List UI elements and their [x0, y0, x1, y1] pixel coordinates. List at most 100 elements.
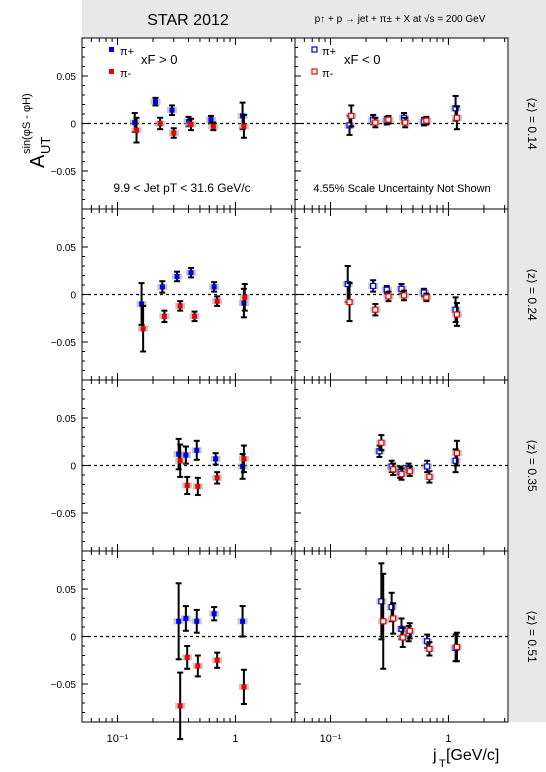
data-point [210, 123, 216, 129]
data-point [214, 475, 220, 481]
legend-condition-right: xF < 0 [344, 52, 381, 67]
row-label-strip [509, 38, 546, 722]
data-point [194, 618, 200, 624]
data-point [378, 439, 385, 446]
data-point [195, 663, 201, 669]
data-point [453, 114, 461, 121]
data-point [426, 473, 433, 480]
data-point [348, 112, 355, 120]
scale-uncertainty-note: 4.55% Scale Uncertainty Not Shown [313, 183, 490, 195]
data-point [195, 483, 201, 489]
row-label: ⟨z⟩ = 0.14 [525, 97, 539, 150]
header-band [82, 0, 546, 38]
data-point [213, 456, 219, 462]
data-point [184, 482, 190, 488]
y-tick-label: −0.05 [51, 509, 77, 520]
data-point [424, 463, 431, 470]
data-point [423, 294, 430, 301]
data-point [157, 121, 163, 126]
y-axis-title-sup: sin(φS - φH) [21, 93, 33, 154]
data-point [241, 684, 247, 690]
data-point [406, 627, 413, 634]
data-point [183, 452, 189, 458]
data-point [177, 703, 183, 709]
data-point [211, 284, 217, 290]
y-axis-title-main: A [27, 154, 49, 168]
data-point [426, 645, 433, 652]
data-point [240, 463, 246, 469]
data-point [176, 618, 182, 624]
data-point [188, 270, 194, 276]
row-label: ⟨z⟩ = 0.51 [525, 610, 539, 663]
x-tick-label: 10⁻¹ [320, 733, 342, 745]
row-label: ⟨z⟩ = 0.24 [525, 268, 539, 321]
x-tick-label: 1 [232, 733, 238, 745]
data-point [194, 447, 200, 453]
panels-group: −0.05 0 0.05 ⟨z⟩ = 0.14 −0.05 0 0.05 ⟨z⟩ = 0.24… [51, 37, 539, 745]
data-point [452, 457, 459, 464]
experiment-title: STAR 2012 [147, 12, 229, 29]
data-point [380, 618, 387, 625]
data-point [159, 284, 165, 290]
jet-pt-annotation: 9.9 < Jet pT < 31.6 GeV/c [113, 181, 250, 195]
legend-marker-pi-minus [109, 69, 114, 74]
data-point [241, 123, 247, 129]
data-point [177, 458, 183, 464]
data-point [372, 306, 379, 313]
y-tick-label: −0.05 [51, 338, 77, 349]
data-point [161, 313, 167, 319]
data-point [139, 301, 145, 307]
legend-label-pi-plus: π+ [120, 46, 134, 58]
data-point [214, 657, 220, 663]
data-point [399, 634, 406, 641]
data-point [132, 120, 138, 126]
data-point [453, 643, 461, 651]
y-tick-label: 0 [70, 291, 76, 302]
data-point [214, 298, 220, 304]
data-point [346, 299, 353, 306]
data-point [453, 450, 461, 457]
y-tick-label: 0.05 [57, 414, 77, 425]
legend-condition: xF > 0 [141, 52, 178, 67]
data-point [171, 130, 177, 136]
y-tick-label: 0.05 [57, 585, 77, 596]
data-point [390, 615, 397, 622]
legend-marker-pi-plus-open [311, 46, 318, 53]
x-axis-title-rest: [GeV/c] [446, 747, 499, 764]
data-point [398, 470, 405, 478]
data-point [385, 293, 392, 300]
y-tick-label: 0 [70, 120, 76, 131]
data-point [240, 618, 246, 624]
data-point [402, 119, 409, 126]
process-title: p↑ + p → jet + π± + X at √s = 200 GeV [315, 13, 486, 25]
y-axis-title: A UT sin(φS - φH) [21, 93, 53, 168]
x-tick-label: 10⁻¹ [107, 733, 129, 745]
x-axis-title-main: j [432, 747, 437, 764]
data-point [385, 116, 392, 123]
data-point [400, 292, 408, 299]
data-point [211, 611, 217, 617]
y-axis-title-sub: UT [38, 137, 53, 154]
data-point [370, 282, 377, 290]
data-point [372, 119, 379, 126]
data-point [188, 121, 194, 127]
legend-marker-pi-plus [109, 47, 114, 52]
data-point [169, 107, 175, 113]
data-point [242, 294, 248, 300]
data-point [140, 326, 146, 332]
data-point [192, 313, 198, 319]
data-point [174, 273, 180, 279]
legend-marker-pi-minus-open [311, 68, 318, 75]
x-tick-label: 1 [445, 733, 451, 745]
data-point [152, 99, 158, 105]
y-tick-label: −0.05 [51, 680, 77, 691]
row-label: ⟨z⟩ = 0.35 [525, 439, 539, 492]
data-point [177, 303, 183, 309]
legend-label-pi-minus-right: π- [322, 68, 334, 80]
overlay-group: π+ π-xF > 0 π+ π-xF < 0 9.9 < Jet pT < 31.6 … [109, 46, 491, 195]
x-axis-title-sub: T [439, 758, 446, 770]
y-tick-label: 0 [70, 633, 76, 644]
legend-label-pi-plus-right: π+ [322, 46, 336, 58]
y-tick-label: 0.05 [57, 72, 77, 83]
